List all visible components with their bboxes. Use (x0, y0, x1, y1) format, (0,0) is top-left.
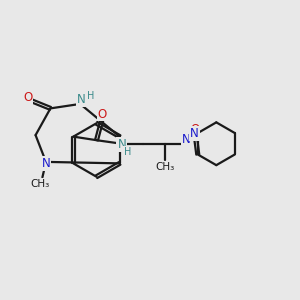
Text: N: N (42, 157, 50, 170)
Text: H: H (87, 91, 94, 100)
Text: H: H (124, 147, 131, 157)
Text: CH₃: CH₃ (155, 162, 174, 172)
Text: O: O (190, 123, 200, 136)
Text: N: N (117, 138, 126, 151)
Text: N: N (182, 133, 190, 146)
Text: O: O (23, 91, 32, 104)
Text: N: N (77, 93, 86, 106)
Text: N: N (190, 127, 199, 140)
Text: O: O (98, 107, 107, 121)
Text: CH₃: CH₃ (30, 179, 50, 189)
